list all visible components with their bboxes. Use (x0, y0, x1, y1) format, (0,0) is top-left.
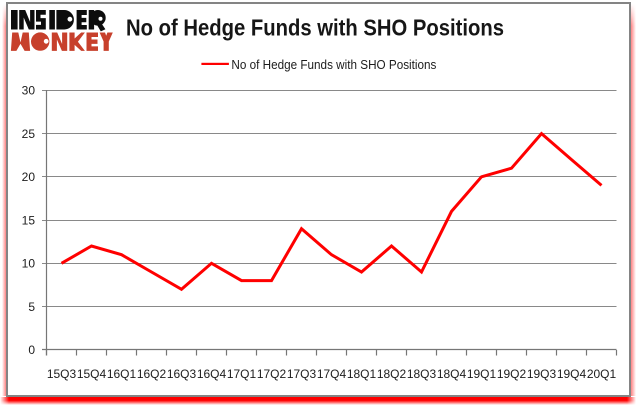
svg-text:0: 0 (28, 343, 35, 357)
svg-text:15: 15 (22, 213, 36, 227)
svg-text:5: 5 (28, 300, 35, 314)
svg-text:20Q1: 20Q1 (587, 367, 617, 381)
svg-text:16Q3: 16Q3 (167, 367, 197, 381)
svg-text:17Q2: 17Q2 (257, 367, 287, 381)
svg-text:19Q4: 19Q4 (557, 367, 587, 381)
svg-text:18Q3: 18Q3 (407, 367, 437, 381)
svg-text:18Q4: 18Q4 (437, 367, 467, 381)
svg-text:18Q1: 18Q1 (347, 367, 377, 381)
svg-text:17Q3: 17Q3 (287, 367, 317, 381)
svg-text:16Q4: 16Q4 (197, 367, 227, 381)
svg-text:15Q3: 15Q3 (47, 367, 77, 381)
svg-text:18Q2: 18Q2 (377, 367, 407, 381)
svg-text:19Q1: 19Q1 (467, 367, 497, 381)
svg-text:17Q4: 17Q4 (317, 367, 347, 381)
svg-text:No of Hedge Funds with SHO Pos: No of Hedge Funds with SHO Positions (231, 57, 436, 72)
svg-text:30: 30 (22, 84, 36, 98)
svg-text:16Q2: 16Q2 (137, 367, 167, 381)
svg-text:19Q3: 19Q3 (527, 367, 557, 381)
svg-text:25: 25 (22, 127, 36, 141)
svg-text:10: 10 (22, 257, 36, 271)
svg-text:15Q4: 15Q4 (77, 367, 107, 381)
svg-text:20: 20 (22, 170, 36, 184)
svg-text:16Q1: 16Q1 (107, 367, 137, 381)
svg-text:No of Hedge Funds with SHO Pos: No of Hedge Funds with SHO Positions (126, 15, 504, 41)
svg-text:19Q2: 19Q2 (497, 367, 527, 381)
svg-text:17Q1: 17Q1 (227, 367, 257, 381)
